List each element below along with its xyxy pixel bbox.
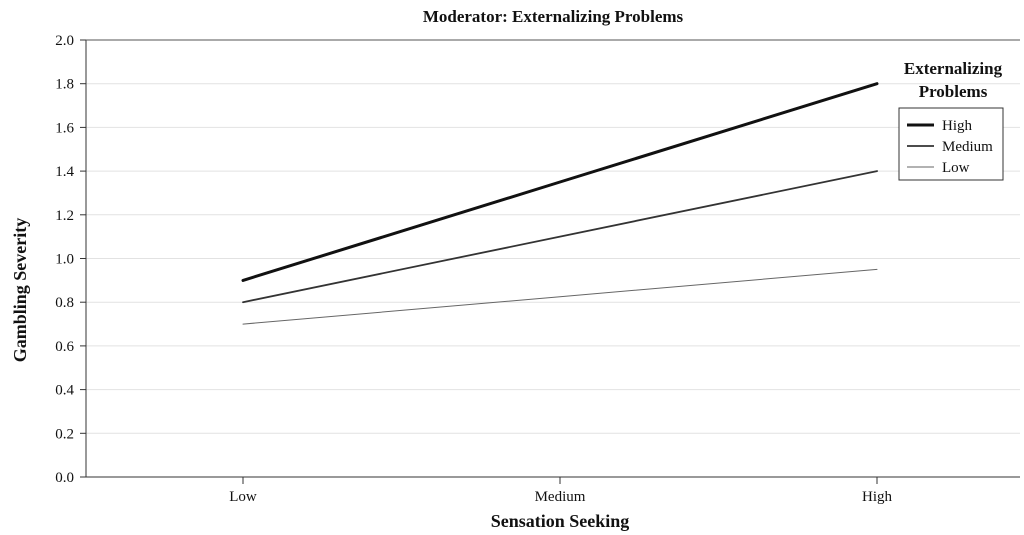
series-line-high [241,82,879,282]
y-tick-label: 0.8 [55,295,74,311]
legend-label-high: High [942,118,973,134]
series-lines [241,82,879,325]
y-tick-label: 1.0 [55,252,74,268]
chart-title: Moderator: Externalizing Problems [423,7,684,26]
legend-label-low: Low [942,160,970,176]
x-axis-title: Sensation Seeking [491,511,630,531]
y-tick-label: 0.2 [55,426,74,442]
legend-title-line-1: Externalizing [904,59,1003,78]
y-tick-label: 1.6 [55,120,74,136]
series-line-medium [242,170,878,304]
y-tick-label: 1.4 [55,164,74,180]
legend-label-medium: Medium [942,139,993,155]
y-tick-label: 0.0 [55,470,74,486]
y-tick-label: 1.8 [55,77,74,93]
y-tick-label: 1.2 [55,208,74,224]
x-tick-label: Low [229,489,257,505]
series-line-low [242,268,878,325]
legend: Externalizing Problems High Medium Low [898,59,1004,181]
y-tick-label: 0.4 [55,383,74,399]
legend-box [898,107,1004,181]
x-tick-label: Medium [535,489,586,505]
legend-items: High Medium Low [907,118,993,176]
y-tick-label: 0.6 [55,339,74,355]
legend-title-line-2: Problems [919,82,988,101]
gridlines [86,83,1020,434]
y-axis-ticks: 0.0 0.2 0.4 0.6 0.8 1.0 1.2 1.4 1.6 1.8 2.0 [55,33,86,486]
x-axis-ticks: Low Medium High [229,477,893,505]
x-tick-label: High [862,489,893,505]
y-axis-title: Gambling Severity [10,218,30,363]
y-tick-label: 2.0 [55,33,74,49]
